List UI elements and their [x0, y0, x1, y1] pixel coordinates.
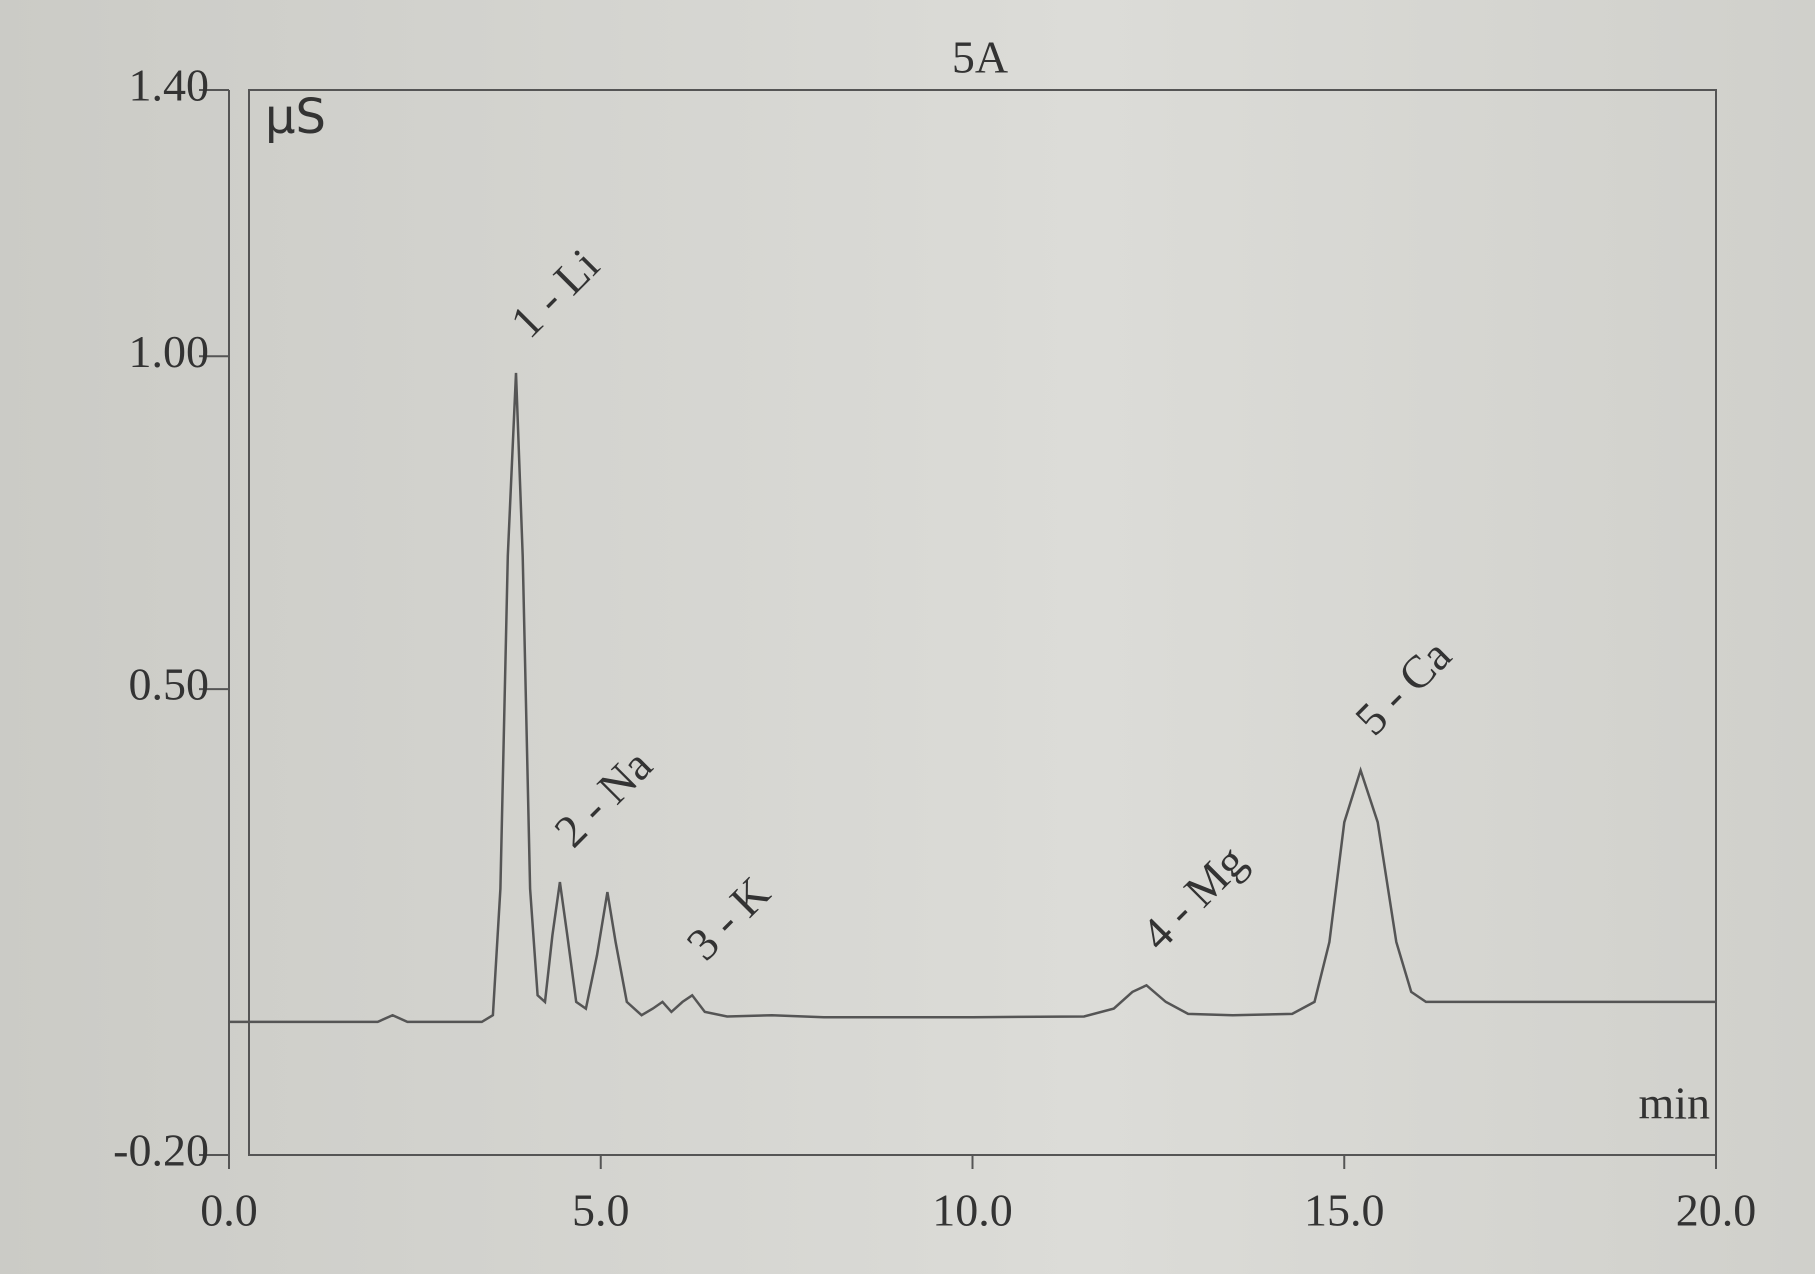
x-tick-label: 10.0 — [932, 1185, 1013, 1236]
chart-title: 5A — [952, 32, 1008, 83]
x-tick-label: 5.0 — [572, 1185, 630, 1236]
y-axis-label: μS — [265, 89, 326, 145]
peak-label: 2 - Na — [544, 739, 661, 856]
peak-label: 3 - K — [677, 867, 780, 970]
peak-label: 5 - Ca — [1345, 629, 1461, 745]
y-tick-label: 1.00 — [129, 326, 210, 377]
plot-frame — [248, 89, 1717, 1156]
peak-label: 1 - Li — [500, 239, 608, 347]
signal-line — [229, 372, 1716, 1024]
y-tick-label: -0.20 — [113, 1125, 209, 1176]
x-tick-label: 15.0 — [1304, 1185, 1385, 1236]
y-tick-label: 1.40 — [129, 60, 210, 111]
x-tick-label: 20.0 — [1676, 1185, 1757, 1236]
x-tick-label: 0.0 — [200, 1185, 258, 1236]
peak-label: 4 - Mg — [1131, 835, 1256, 960]
x-axis-label: min — [1638, 1078, 1710, 1129]
y-tick-label: 0.50 — [129, 659, 210, 710]
